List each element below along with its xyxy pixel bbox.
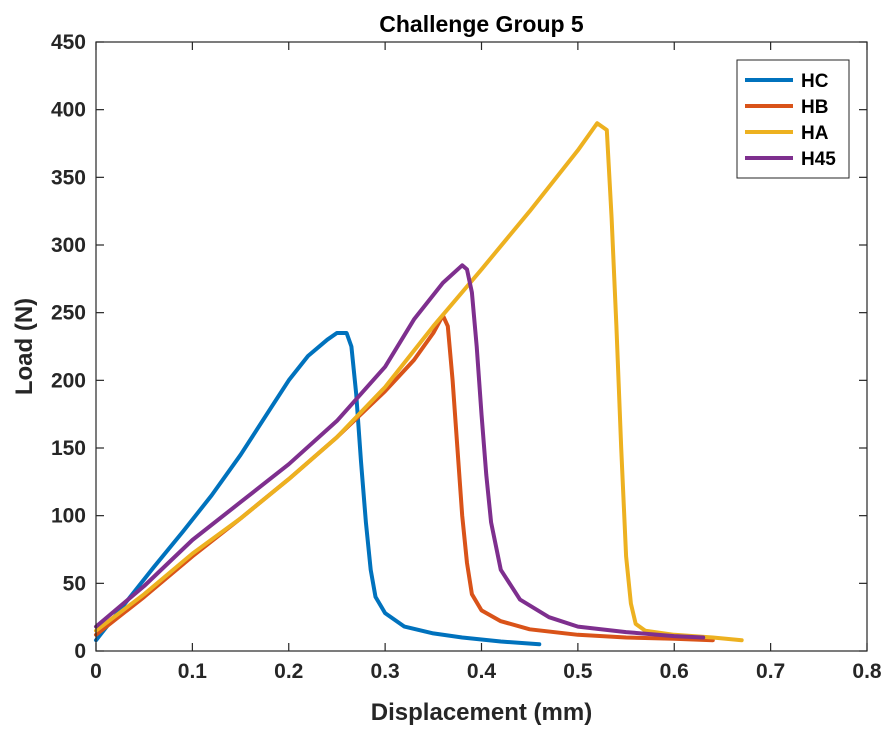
y-tick-label: 50 [63,572,86,595]
x-tick-label: 0.4 [467,660,497,683]
x-tick-label: 0.1 [178,660,208,683]
y-tick-label: 150 [51,437,86,460]
legend-label-hb: HB [801,97,828,118]
legend-label-ha: HA [801,123,829,144]
series-layer [94,121,744,647]
y-tick-label: 400 [51,99,86,122]
y-tick-label: 350 [51,166,86,189]
x-tick-label: 0.5 [563,660,593,683]
legend-label-h45: H45 [801,149,836,170]
y-tick-label: 200 [51,369,86,392]
series-line-hc [94,331,542,647]
x-ticks: 0 0.1 0.2 0.3 0.4 0.5 0.6 0.7 0.8 [90,42,882,683]
y-tick-label: 0 [74,640,86,663]
series-line-h45 [94,263,706,640]
y-tick-label: 250 [51,302,86,325]
legend-label-hc: HC [801,71,829,92]
series-line-ha [94,121,744,643]
y-tick-label: 450 [51,31,86,54]
y-tick-label: 300 [51,234,86,257]
y-ticks: 0 50 100 150 200 250 300 350 400 450 [51,31,867,663]
y-tick-label: 100 [51,505,86,528]
x-tick-label: 0.3 [371,660,400,683]
legend: HC HB HA H45 [736,59,850,179]
x-tick-label: 0.2 [274,660,303,683]
chart-title: Challenge Group 5 [379,11,584,37]
x-tick-label: 0.8 [852,660,882,683]
x-axis-label: Displacement (mm) [371,699,592,726]
x-tick-label: 0.6 [660,660,689,683]
x-tick-label: 0 [90,660,102,683]
x-tick-label: 0.7 [756,660,785,683]
y-axis-label: Load (N) [11,298,38,395]
